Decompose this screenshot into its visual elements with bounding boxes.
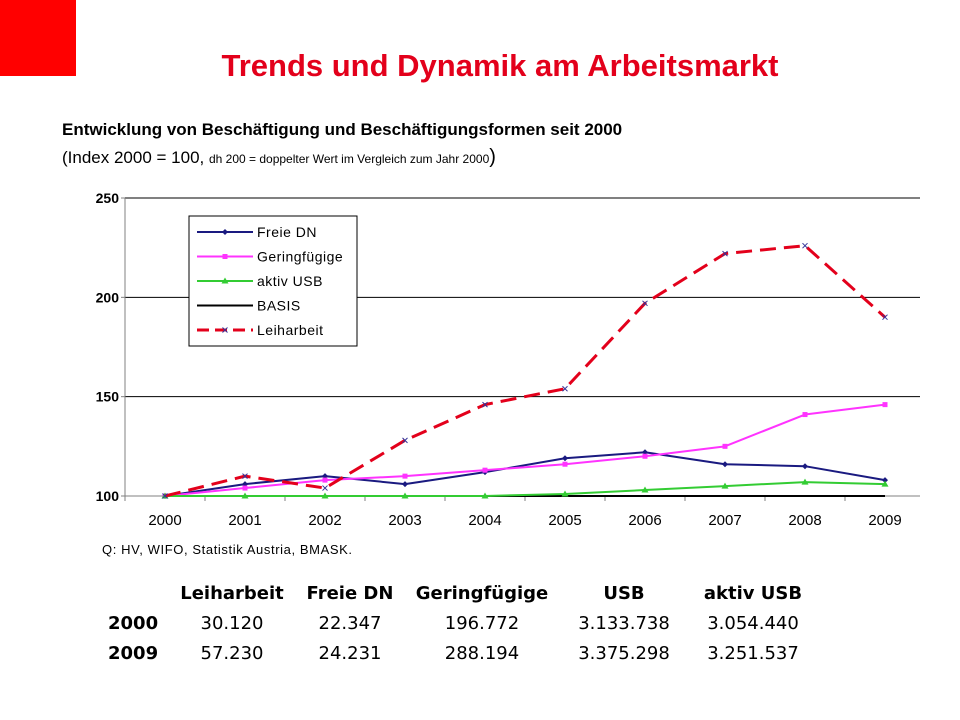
- data-point-leiharbeit: [642, 300, 648, 307]
- data-point-leiharbeit: [322, 485, 328, 491]
- legend-label: Freie DN: [257, 224, 317, 240]
- x-tick-label: 2000: [148, 512, 181, 529]
- data-point-leiharbeit: [242, 473, 248, 479]
- table-cell: 3.054.440: [707, 612, 799, 634]
- data-point-freie-dn: [882, 477, 888, 484]
- x-tick-label: 2008: [788, 512, 821, 529]
- data-point-aktiv-usb: [641, 486, 649, 493]
- legend-label: Leiharbeit: [257, 322, 324, 338]
- index-open: (: [62, 148, 68, 167]
- index-main: Index 2000 = 100,: [67, 148, 209, 167]
- data-point-freie-dn: [402, 481, 408, 488]
- data-point-geringf-gige: [642, 453, 648, 459]
- data-point-geringf-gige: [322, 477, 328, 483]
- table-cell: 24.231: [318, 642, 382, 664]
- table-cell: 3.133.738: [578, 612, 670, 634]
- data-point-geringf-gige: [562, 461, 568, 467]
- data-point-aktiv-usb: [401, 492, 409, 499]
- data-point-leiharbeit: [562, 385, 568, 392]
- table-cell: 288.194: [444, 642, 520, 664]
- table-cell: 3.251.537: [707, 642, 799, 664]
- index-detail: dh 200 = doppelter Wert im Vergleich zum…: [208, 152, 490, 166]
- table-cell: 22.347: [318, 612, 382, 634]
- table-header-row: Leiharbeit Freie DN Geringfügige USB akt…: [108, 578, 818, 608]
- table-cell: 30.120: [200, 612, 264, 634]
- table-header-cell: [108, 578, 168, 608]
- legend-label: Geringfügige: [257, 249, 343, 265]
- data-point-geringf-gige: [242, 485, 248, 491]
- data-point-leiharbeit: [482, 401, 488, 408]
- source-note: Q: HV, WIFO, Statistik Austria, BMASK.: [102, 542, 353, 557]
- data-point-aktiv-usb: [721, 482, 729, 489]
- series-line-geringf-gige: [164, 403, 886, 497]
- x-tick-label: 2004: [468, 512, 501, 529]
- legend-marker-freie-dn: [222, 229, 228, 235]
- index-close: ): [489, 146, 496, 168]
- data-point-aktiv-usb: [481, 492, 489, 499]
- data-point-aktiv-usb: [561, 490, 569, 497]
- x-tick-label: 2001: [228, 512, 261, 529]
- data-point-freie-dn: [802, 463, 808, 470]
- data-point-aktiv-usb: [881, 480, 889, 487]
- data-point-aktiv-usb: [241, 492, 249, 499]
- chart-subtitle: Entwicklung von Beschäftigung und Beschä…: [62, 120, 623, 139]
- stats-table: Leiharbeit Freie DN Geringfügige USB akt…: [108, 578, 818, 668]
- data-point-leiharbeit: [162, 493, 168, 499]
- data-point-leiharbeit: [402, 437, 408, 444]
- table-header-cell: USB: [603, 582, 645, 604]
- legend-marker-aktiv-usb: [221, 277, 229, 284]
- data-point-leiharbeit: [882, 314, 888, 321]
- data-point-geringf-gige: [882, 402, 888, 408]
- table-cell: 57.230: [200, 642, 264, 664]
- table-header-cell: Geringfügige: [415, 582, 549, 604]
- legend-marker-leiharbeit: [222, 327, 228, 333]
- x-tick-label: 2009: [868, 512, 901, 529]
- data-point-leiharbeit: [802, 242, 808, 249]
- data-point-leiharbeit: [722, 250, 728, 257]
- data-point-aktiv-usb: [801, 478, 809, 485]
- data-point-freie-dn: [722, 461, 728, 468]
- y-tick-label: 200: [96, 289, 120, 305]
- data-point-geringf-gige: [402, 473, 408, 479]
- x-tick-label: 2006: [628, 512, 661, 529]
- x-tick-label: 2007: [708, 512, 741, 529]
- table-row-year: 2009: [108, 642, 159, 664]
- series-line-leiharbeit: [164, 244, 886, 498]
- legend-label: aktiv USB: [257, 273, 323, 289]
- data-point-aktiv-usb: [321, 492, 329, 499]
- red-corner-block: [0, 0, 76, 76]
- page-title: Trends und Dynamik am Arbeitsmarkt: [221, 48, 779, 83]
- table-row: 2000 30.120 22.347 196.772 3.133.738 3.0…: [108, 608, 818, 638]
- data-point-geringf-gige: [722, 443, 728, 449]
- y-tick-label: 250: [96, 190, 120, 206]
- table-header-cell: aktiv USB: [703, 582, 803, 604]
- table-header-cell: Freie DN: [306, 582, 394, 604]
- x-tick-label: 2005: [548, 512, 581, 529]
- table-cell: 196.772: [444, 612, 520, 634]
- series-line-aktiv-usb: [165, 481, 886, 497]
- y-tick-label: 100: [96, 488, 120, 504]
- legend-marker-geringf-gige: [222, 254, 228, 259]
- table-row: 2009 57.230 24.231 288.194 3.375.298 3.2…: [108, 638, 818, 668]
- data-point-geringf-gige: [802, 412, 808, 418]
- line-chart: 100 150 200 250 2000 2001 2002 2003 2004 2005 2006…: [96, 190, 920, 529]
- x-tick-label: 2003: [388, 512, 421, 529]
- x-tick-label: 2002: [308, 512, 341, 529]
- series-line-freie-dn: [164, 451, 886, 497]
- table-header-cell: Leiharbeit: [180, 582, 284, 604]
- table-cell: 3.375.298: [578, 642, 670, 664]
- legend-label: BASIS: [257, 298, 301, 314]
- index-note: (Index 2000 = 100, dh 200 = doppelter We…: [62, 146, 496, 169]
- data-point-geringf-gige: [482, 467, 488, 473]
- data-point-freie-dn: [562, 455, 568, 462]
- table-row-year: 2000: [108, 612, 159, 634]
- y-tick-label: 150: [96, 389, 120, 405]
